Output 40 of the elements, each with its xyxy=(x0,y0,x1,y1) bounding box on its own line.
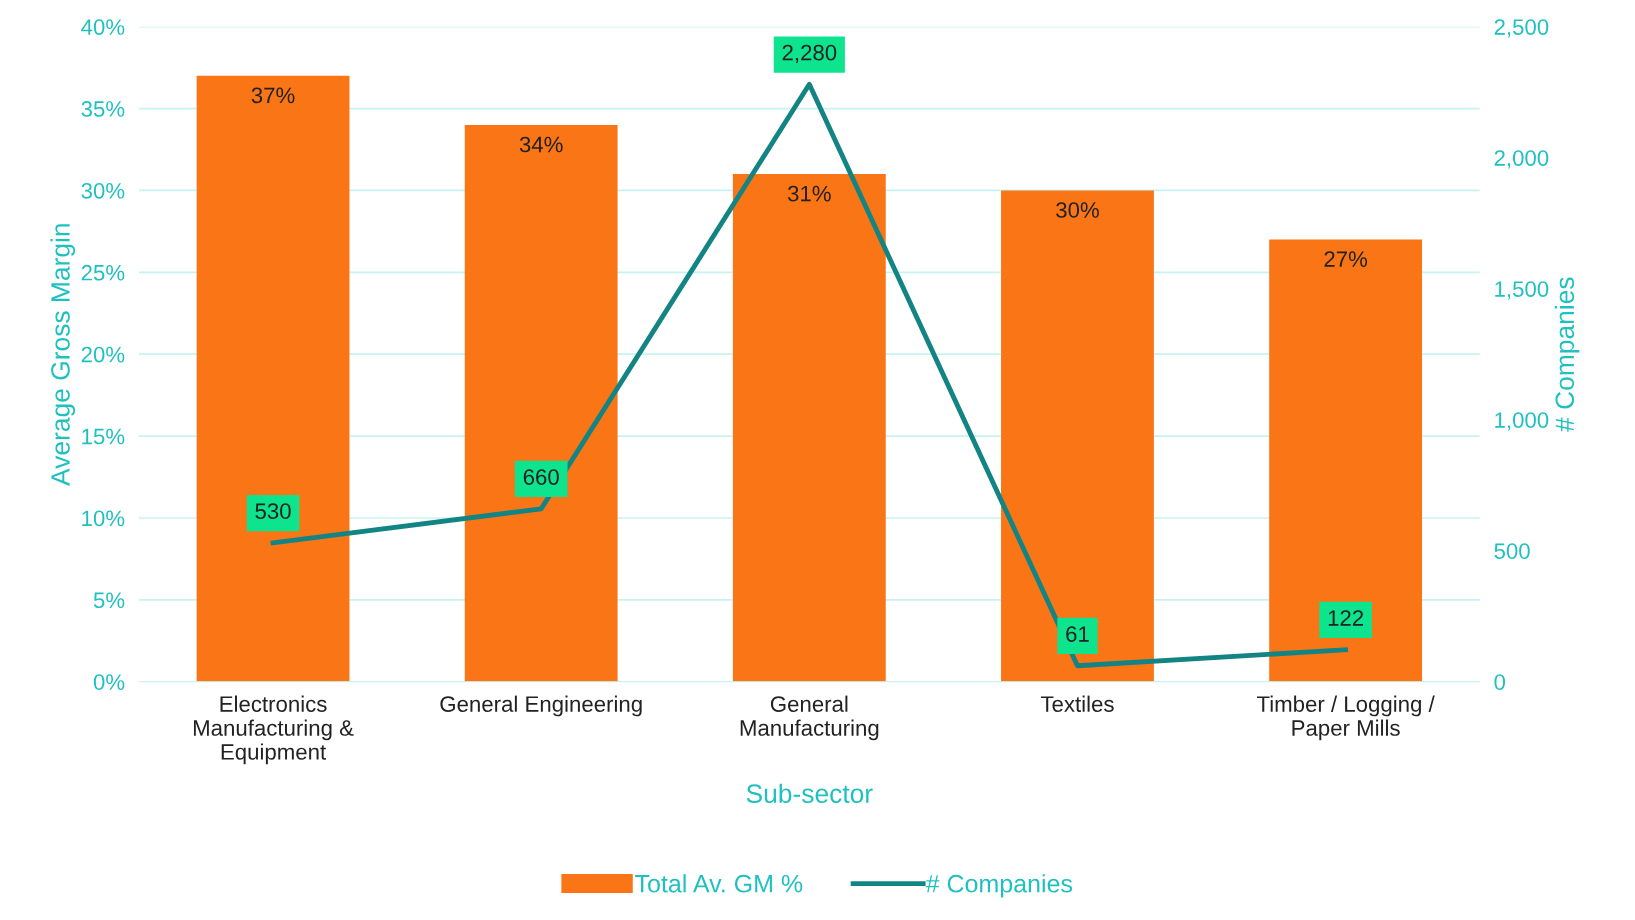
y2-axis-title: # Companies xyxy=(1554,277,1580,432)
x-tick-label: Electronics Manufacturing & Equipment xyxy=(193,695,354,765)
data-label: 61 xyxy=(1066,626,1089,642)
bar xyxy=(1269,239,1423,682)
y2-tick-label: 1,500 xyxy=(1495,281,1549,300)
y-tick-label: 5% xyxy=(93,592,125,609)
y-tick-label: 10% xyxy=(82,510,125,527)
y2-tick-label: 0 xyxy=(1494,674,1506,690)
bar xyxy=(196,75,350,682)
y2-tick-label: 1,000 xyxy=(1495,412,1549,431)
x-tick-label: Textiles xyxy=(1040,695,1114,712)
data-label: 31% xyxy=(787,185,831,202)
data-label: 530 xyxy=(255,503,291,520)
y2-tick-label: 2,500 xyxy=(1494,19,1549,38)
bar xyxy=(464,124,618,682)
y2-tick-label: 500 xyxy=(1494,543,1530,559)
data-label: 660 xyxy=(523,469,559,485)
y-tick-label: 40% xyxy=(81,19,125,35)
data-label: 27% xyxy=(1324,251,1368,267)
data-label: 2,280 xyxy=(782,44,837,64)
x-axis-title: Sub-sector xyxy=(746,783,873,804)
x-tick-label: General Engineering xyxy=(440,695,642,717)
y-tick-label: 35% xyxy=(81,101,125,117)
bar xyxy=(1001,190,1154,682)
data-label: 30% xyxy=(1056,202,1099,218)
y-tick-label: 30% xyxy=(81,182,125,199)
y-tick-label: 0% xyxy=(93,674,125,690)
legend-label: # Companies xyxy=(925,874,1073,898)
data-label: 34% xyxy=(519,136,563,153)
legend-label: Total Av. GM % xyxy=(635,874,803,893)
data-label: 37% xyxy=(251,87,295,104)
y-axis-title: Average Gross Margin xyxy=(50,224,76,486)
x-tick-label: Timber / Logging / Paper Mills xyxy=(1256,695,1435,741)
data-label: 122 xyxy=(1328,610,1364,626)
bar xyxy=(732,174,886,682)
y-tick-label: 25% xyxy=(81,264,125,281)
x-tick-label: General Manufacturing xyxy=(740,695,879,741)
y-tick-label: 20% xyxy=(81,346,125,363)
y2-tick-label: 2,000 xyxy=(1494,150,1549,169)
y-tick-label: 15% xyxy=(82,428,125,445)
